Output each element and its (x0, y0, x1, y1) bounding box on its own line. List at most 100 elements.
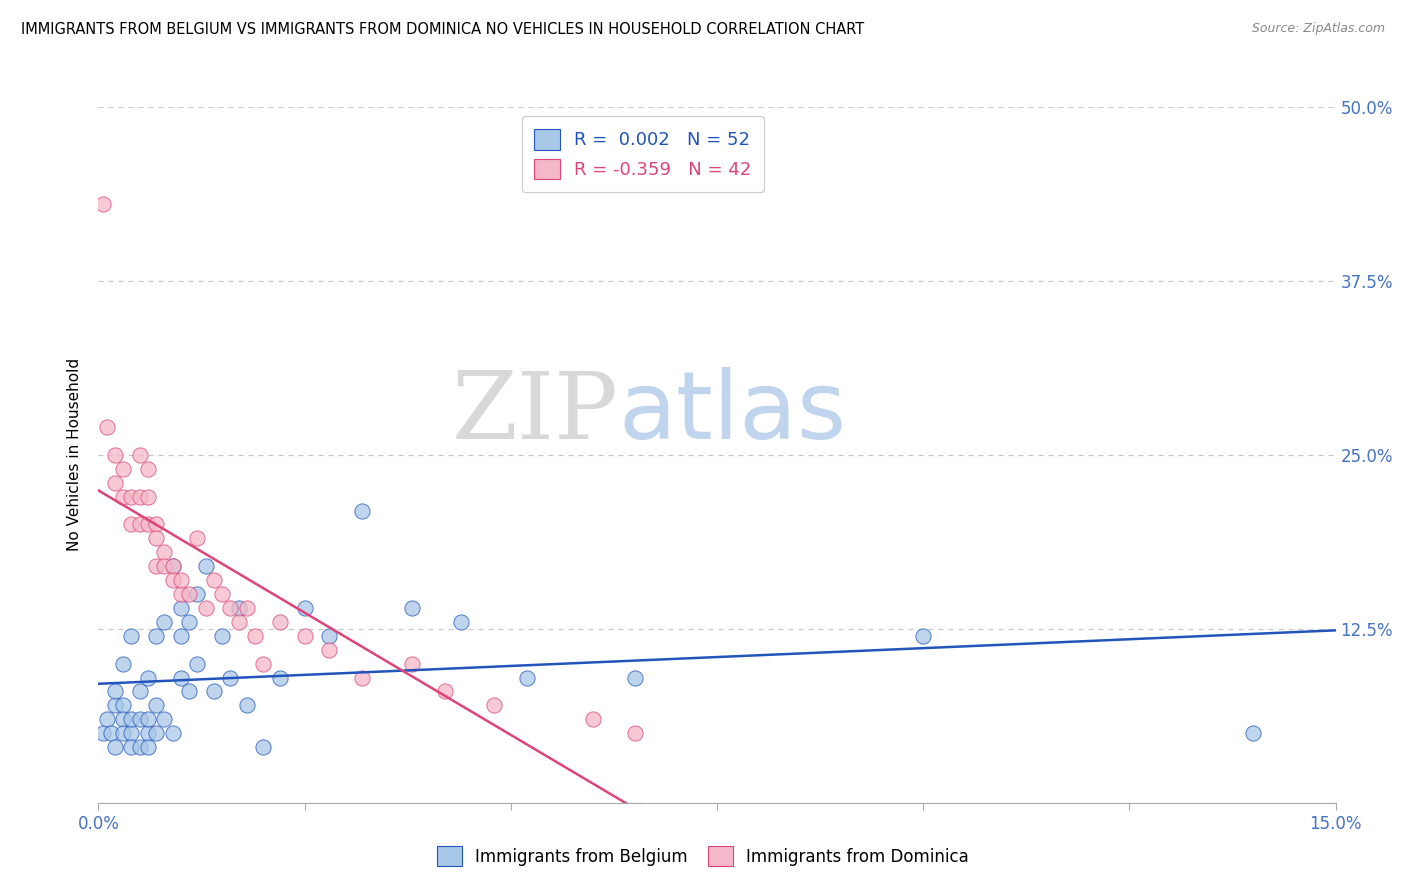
Point (104, 475, 127, 490)
Point (179, 684, 201, 698)
Point (96, 420, 118, 434)
Point (228, 615, 250, 629)
Point (112, 698, 135, 713)
Point (318, 642, 340, 657)
Point (128, 490, 150, 504)
Point (162, 559, 184, 574)
Point (433, 684, 456, 698)
Point (401, 657, 423, 671)
Point (136, 671, 159, 685)
Point (153, 712, 176, 726)
Point (104, 698, 127, 713)
Point (145, 559, 167, 574)
Point (120, 517, 142, 532)
Point (252, 657, 274, 671)
Point (128, 712, 150, 726)
Point (186, 657, 208, 671)
Point (153, 545, 176, 559)
Point (170, 671, 193, 685)
Y-axis label: No Vehicles in Household: No Vehicles in Household (67, 359, 83, 551)
Point (96, 712, 118, 726)
Point (136, 712, 159, 726)
Point (104, 448, 127, 462)
Point (162, 559, 184, 574)
Point (194, 559, 217, 574)
Point (120, 712, 142, 726)
Point (623, 726, 645, 740)
Point (202, 684, 225, 698)
Point (112, 657, 135, 671)
Point (91, 197, 114, 211)
Legend: R =  0.002   N = 52, R = -0.359   N = 42: R = 0.002 N = 52, R = -0.359 N = 42 (522, 116, 763, 192)
Point (112, 726, 135, 740)
Point (186, 587, 208, 601)
Point (219, 601, 242, 615)
Point (153, 559, 176, 574)
Point (170, 629, 193, 643)
Point (145, 532, 167, 546)
Point (128, 448, 150, 462)
Point (128, 740, 150, 755)
Point (170, 601, 193, 615)
Legend: Immigrants from Belgium, Immigrants from Dominica: Immigrants from Belgium, Immigrants from… (429, 838, 977, 875)
Point (623, 671, 645, 685)
Point (318, 629, 340, 643)
Point (100, 726, 122, 740)
Point (145, 629, 167, 643)
Point (112, 490, 135, 504)
Text: Source: ZipAtlas.com: Source: ZipAtlas.com (1251, 22, 1385, 36)
Point (252, 740, 274, 755)
Point (145, 517, 167, 532)
Point (128, 517, 150, 532)
Point (211, 629, 233, 643)
Point (104, 684, 127, 698)
Point (120, 490, 142, 504)
Point (450, 615, 472, 629)
Point (352, 503, 374, 517)
Point (294, 601, 316, 615)
Point (145, 726, 167, 740)
Point (153, 615, 176, 629)
Point (120, 740, 142, 755)
Point (236, 601, 259, 615)
Point (516, 671, 538, 685)
Point (269, 615, 291, 629)
Point (179, 615, 201, 629)
Point (128, 684, 150, 698)
Point (401, 601, 423, 615)
Point (179, 587, 201, 601)
Point (162, 726, 184, 740)
Point (236, 698, 259, 713)
Point (219, 671, 242, 685)
Point (1241, 726, 1264, 740)
Point (170, 573, 193, 587)
Point (194, 601, 217, 615)
Point (294, 629, 316, 643)
Point (484, 698, 506, 713)
Point (112, 462, 135, 476)
Point (912, 629, 935, 643)
Point (136, 740, 159, 755)
Point (211, 587, 233, 601)
Point (112, 712, 135, 726)
Point (91, 726, 114, 740)
Point (202, 573, 225, 587)
Point (243, 629, 266, 643)
Point (104, 740, 127, 755)
Point (162, 573, 184, 587)
Text: IMMIGRANTS FROM BELGIUM VS IMMIGRANTS FROM DOMINICA NO VEHICLES IN HOUSEHOLD COR: IMMIGRANTS FROM BELGIUM VS IMMIGRANTS FR… (21, 22, 865, 37)
Point (269, 671, 291, 685)
Text: ZIP: ZIP (451, 368, 619, 458)
Point (170, 587, 193, 601)
Point (186, 532, 208, 546)
Point (228, 601, 250, 615)
Point (136, 462, 159, 476)
Point (120, 629, 142, 643)
Point (120, 726, 142, 740)
Point (136, 726, 159, 740)
Point (136, 490, 159, 504)
Point (582, 712, 605, 726)
Point (352, 671, 374, 685)
Point (145, 698, 167, 713)
Text: atlas: atlas (619, 368, 846, 459)
